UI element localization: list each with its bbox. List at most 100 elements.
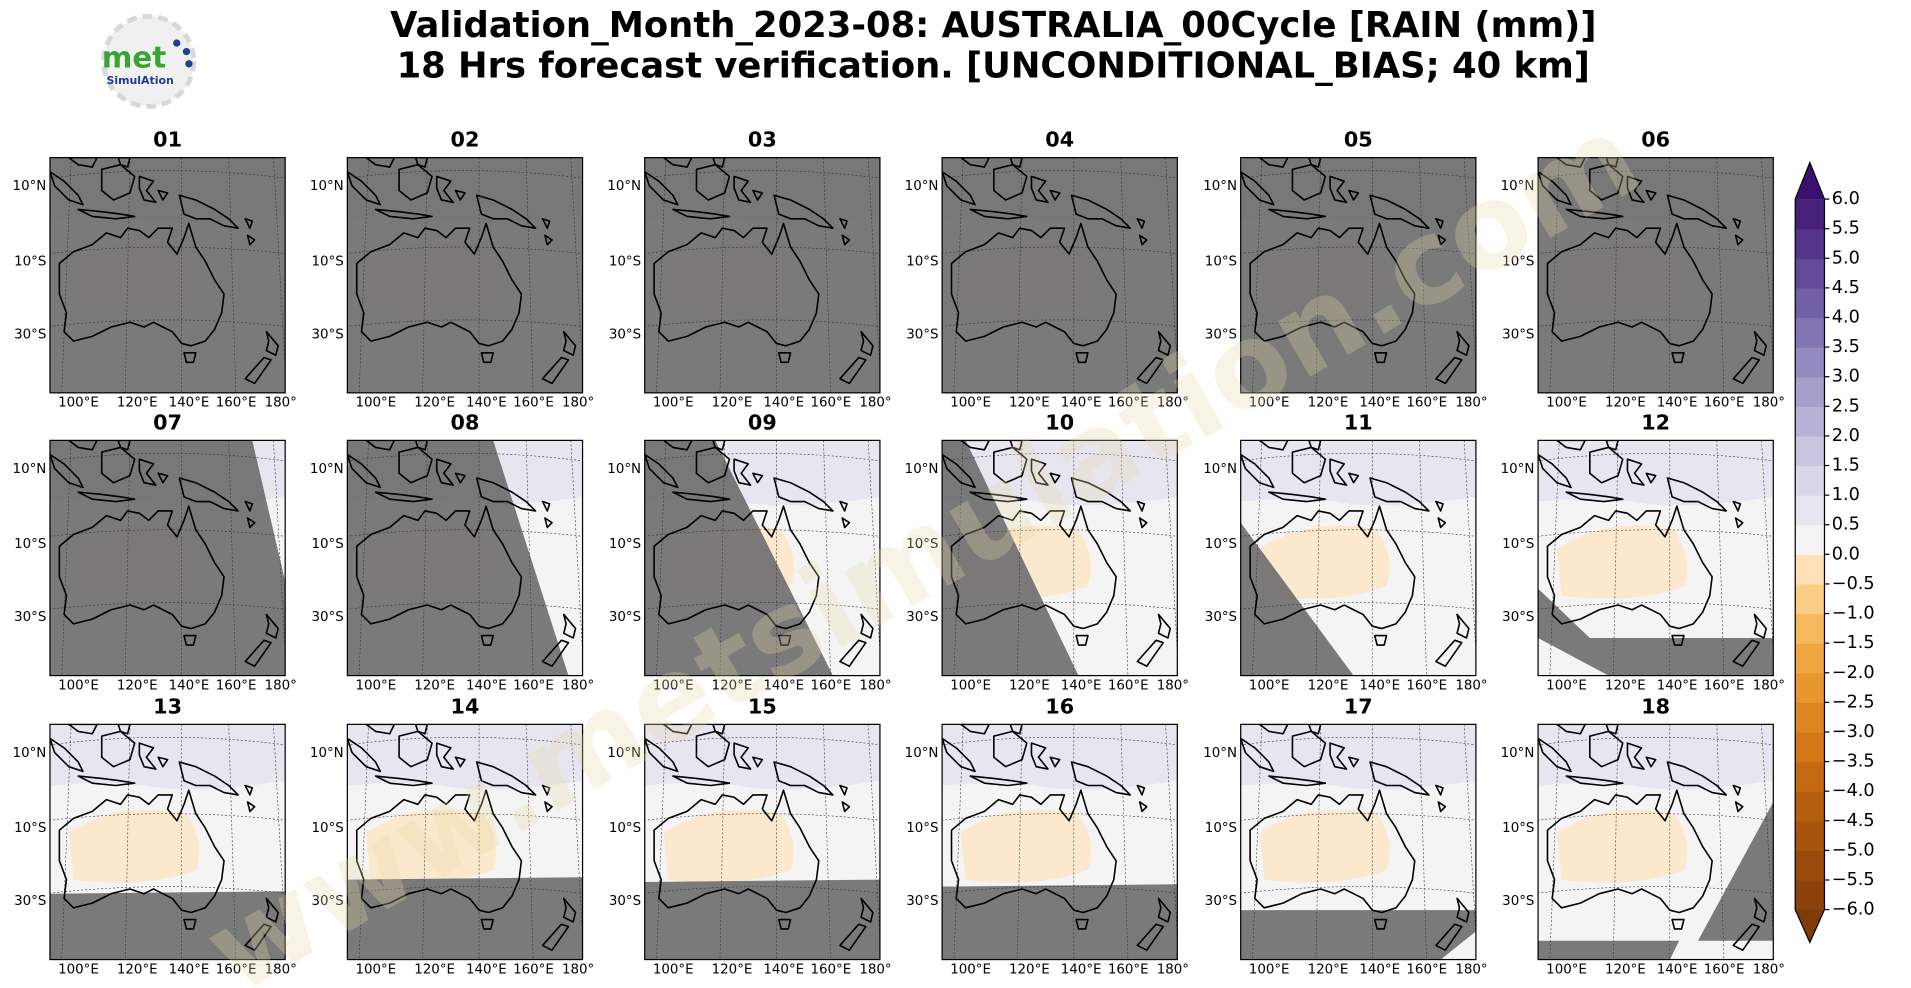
wet-bias-area xyxy=(49,724,286,790)
lat-label: 30°S xyxy=(1205,327,1237,342)
lon-label: 100°E xyxy=(950,678,991,693)
colorbar-bin xyxy=(1795,228,1825,259)
lat-label: 10°S xyxy=(906,537,938,552)
lat-label: 10°S xyxy=(14,537,46,552)
lon-label: 120°E xyxy=(712,396,753,411)
colorbar-tick-label: −1.5 xyxy=(1832,633,1875,653)
panel-title: 06 xyxy=(1641,128,1670,152)
colorbar-tick-label: 5.5 xyxy=(1832,219,1860,239)
colorbar-bin xyxy=(1795,287,1825,319)
title-line-1: Validation_Month_2023-08: AUSTRALIA_00Cy… xyxy=(390,5,1596,46)
wet-bias-area xyxy=(1240,724,1476,790)
colorbar-bin xyxy=(1795,465,1825,496)
panel-title: 11 xyxy=(1344,410,1373,434)
map-panel xyxy=(1240,724,1476,960)
lon-label: 180° xyxy=(1157,396,1189,411)
colorbar-tick-label: −5.0 xyxy=(1832,840,1875,860)
lon-label: 100°E xyxy=(58,962,99,977)
lon-label: 180° xyxy=(1157,962,1189,977)
map-panel xyxy=(49,440,286,676)
lat-label: 30°S xyxy=(311,894,343,909)
lon-label: 180° xyxy=(859,962,891,977)
panel-frame xyxy=(49,157,286,394)
no-data-area xyxy=(1538,940,1680,960)
panel-frame xyxy=(644,157,881,394)
lon-label: 160°E xyxy=(1704,678,1745,693)
lon-label: 160°E xyxy=(513,678,554,693)
lon-label: 100°E xyxy=(950,396,991,411)
panel-title: 02 xyxy=(451,128,480,152)
lon-label: 140°E xyxy=(169,396,210,411)
lat-label: 10°N xyxy=(310,746,344,761)
map-panel xyxy=(347,157,583,393)
no-data-area xyxy=(347,877,583,960)
colorbar-tick-label: 1.0 xyxy=(1832,485,1860,505)
colorbar-tick-label: 3.0 xyxy=(1832,367,1860,387)
colorbar-bin xyxy=(1795,524,1825,555)
lon-label: 160°E xyxy=(1406,396,1447,411)
lat-label: 10°N xyxy=(1501,462,1535,477)
panel-frame xyxy=(49,723,286,961)
colorbar-bin xyxy=(1795,376,1825,407)
lon-label: 100°E xyxy=(355,396,396,411)
logo-dot xyxy=(185,60,193,68)
lon-label: 160°E xyxy=(1108,962,1149,977)
lat-label: 30°S xyxy=(906,894,938,909)
panel-title: 15 xyxy=(748,694,777,718)
panel-title: 07 xyxy=(153,410,182,434)
colorbar: −6.0 −5.5 −5.0 −4.5 −4.0 −3.5 −3.0 −2.5 −2.0 −1.5… xyxy=(1794,160,1875,945)
panel-frame xyxy=(1240,723,1477,961)
lon-label: 100°E xyxy=(355,678,396,693)
panel-title: 13 xyxy=(153,694,182,718)
lon-label: 100°E xyxy=(653,396,694,411)
colorbar-bin xyxy=(1795,495,1825,526)
lon-label: 140°E xyxy=(466,678,507,693)
lon-label: 180° xyxy=(1753,396,1785,411)
lon-label: 180° xyxy=(562,678,594,693)
colorbar-bin xyxy=(1795,347,1825,378)
lat-label: 30°S xyxy=(14,610,46,625)
lat-label: 30°S xyxy=(311,610,343,625)
map-panel xyxy=(1538,724,1774,960)
dry-bias-area xyxy=(1556,525,1688,599)
colorbar-tick-label: −2.5 xyxy=(1832,692,1875,712)
lon-label: 100°E xyxy=(1249,962,1290,977)
dry-bias-area xyxy=(1556,809,1688,883)
dry-bias-area xyxy=(960,809,1092,883)
lat-label: 30°S xyxy=(1502,894,1534,909)
colorbar-bin xyxy=(1795,317,1825,348)
lat-label: 10°N xyxy=(13,462,47,477)
lon-label: 180° xyxy=(859,678,891,693)
colorbar-tick-label: −2.0 xyxy=(1832,663,1875,683)
panel-title: 18 xyxy=(1641,694,1670,718)
panel-frame xyxy=(346,723,584,961)
colorbar-tick-label: −1.0 xyxy=(1832,604,1875,624)
lat-label: 10°N xyxy=(607,179,641,194)
colorbar-tick-label: −4.0 xyxy=(1832,781,1875,801)
colorbar-bin xyxy=(1795,643,1825,674)
lon-label: 120°E xyxy=(712,678,753,693)
no-data-area xyxy=(1240,910,1476,960)
lat-label: 10°S xyxy=(1502,254,1534,269)
panel-title: 05 xyxy=(1344,128,1373,152)
lat-label: 10°S xyxy=(1502,537,1534,552)
lon-label: 100°E xyxy=(653,962,694,977)
lon-label: 140°E xyxy=(1061,678,1102,693)
lat-label: 30°S xyxy=(1502,610,1534,625)
dry-bias-area xyxy=(663,809,794,883)
dry-bias-area xyxy=(1259,525,1390,599)
panel-frame xyxy=(346,439,584,677)
lon-label: 140°E xyxy=(169,962,210,977)
panel-title: 08 xyxy=(451,410,480,434)
lat-label: 10°S xyxy=(906,254,938,269)
map-panel xyxy=(942,440,1178,676)
lat-label: 10°S xyxy=(14,254,46,269)
lat-label: 30°S xyxy=(906,327,938,342)
lon-label: 140°E xyxy=(1657,678,1698,693)
colorbar-tick-label: −6.0 xyxy=(1832,900,1875,920)
lon-label: 180° xyxy=(265,962,297,977)
no-data-area xyxy=(1240,522,1354,676)
wet-bias-area xyxy=(1538,440,1774,506)
no-data-area xyxy=(942,884,1178,960)
